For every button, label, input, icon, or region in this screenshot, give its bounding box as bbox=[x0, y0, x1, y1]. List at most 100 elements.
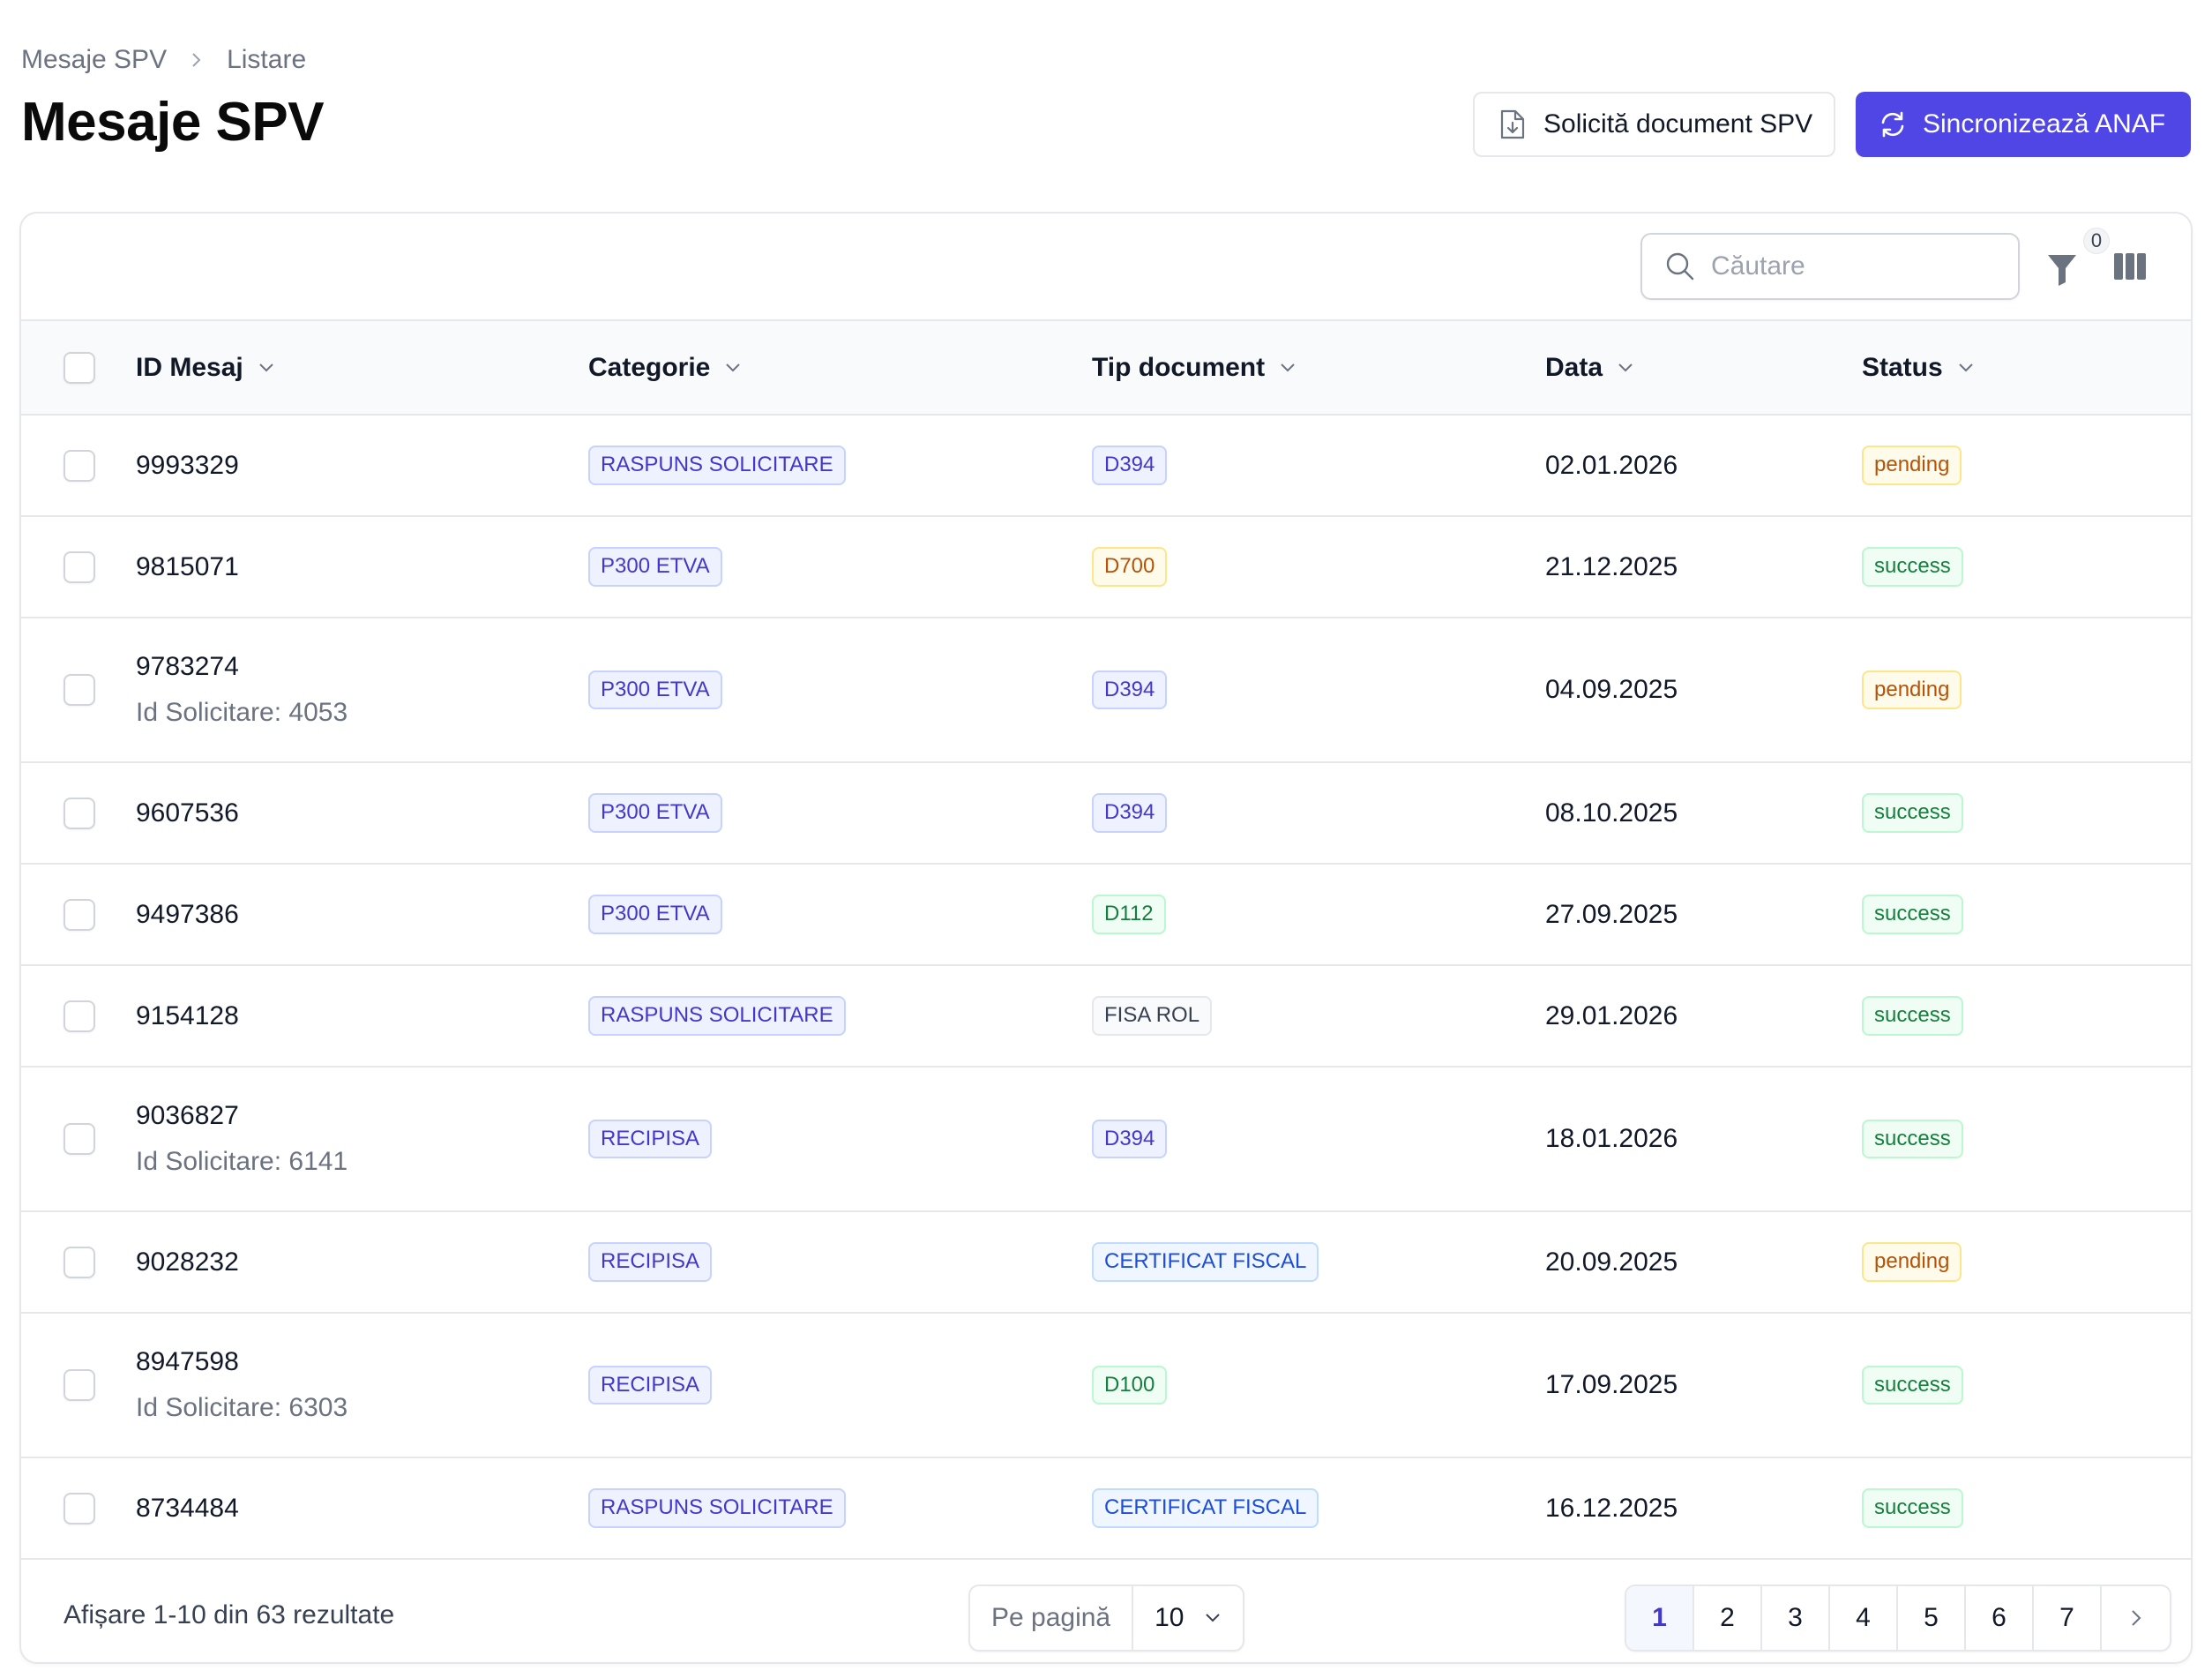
sync-anaf-label: Sincronizează ANAF bbox=[1923, 109, 2166, 139]
row-select-cell bbox=[21, 965, 136, 1067]
page-button-5[interactable]: 5 bbox=[1898, 1586, 1966, 1650]
doc-type-badge: D100 bbox=[1092, 1365, 1168, 1405]
category-cell: P300 ETVA bbox=[588, 516, 1092, 618]
date-cell: 27.09.2025 bbox=[1545, 864, 1862, 965]
status-badge: pending bbox=[1862, 670, 1962, 710]
page-button-7[interactable]: 7 bbox=[2034, 1586, 2102, 1650]
status-cell: success bbox=[1862, 864, 2191, 965]
status-badge: success bbox=[1862, 895, 1963, 934]
request-document-label: Solicită document SPV bbox=[1543, 109, 1813, 139]
row-checkbox[interactable] bbox=[64, 449, 95, 482]
category-badge: P300 ETVA bbox=[588, 793, 722, 833]
sync-anaf-button[interactable]: Sincronizează ANAF bbox=[1856, 92, 2191, 157]
category-badge: P300 ETVA bbox=[588, 670, 722, 710]
table-row[interactable]: 9028232 RECIPISA CERTIFICAT FISCAL 20.09.20… bbox=[21, 1211, 2191, 1313]
row-checkbox[interactable] bbox=[64, 1246, 95, 1278]
chevron-right-icon bbox=[190, 51, 204, 69]
category-badge: RASPUNS SOLICITARE bbox=[588, 446, 846, 485]
table-row[interactable]: 9154128 RASPUNS SOLICITARE FISA ROL 29.01.2… bbox=[21, 965, 2191, 1067]
next-page-button[interactable] bbox=[2102, 1586, 2170, 1650]
category-badge: RASPUNS SOLICITARE bbox=[588, 1488, 846, 1528]
date-value: 27.09.2025 bbox=[1545, 899, 1678, 929]
table-row[interactable]: 9497386 P300 ETVA D112 27.09.2025 success bbox=[21, 864, 2191, 965]
status-cell: success bbox=[1862, 1457, 2191, 1559]
col-header-doc-type[interactable]: Tip document bbox=[1092, 321, 1545, 416]
category-cell: P300 ETVA bbox=[588, 762, 1092, 864]
filter-button[interactable] bbox=[2046, 252, 2083, 289]
category-badge: RECIPISA bbox=[588, 1242, 713, 1282]
date-cell: 18.01.2026 bbox=[1545, 1067, 1862, 1211]
col-header-id[interactable]: ID Mesaj bbox=[136, 321, 588, 416]
row-checkbox[interactable] bbox=[64, 1123, 95, 1155]
col-header-status[interactable]: Status bbox=[1862, 321, 2191, 416]
search-box[interactable] bbox=[1640, 233, 2020, 300]
request-document-button[interactable]: Solicită document SPV bbox=[1473, 92, 1835, 157]
select-all-cell bbox=[21, 321, 136, 416]
select-all-checkbox[interactable] bbox=[64, 351, 95, 384]
breadcrumb-root[interactable]: Mesaje SPV bbox=[21, 45, 168, 74]
row-checkbox[interactable] bbox=[64, 674, 95, 706]
table-row[interactable]: 9607536 P300 ETVA D394 08.10.2025 success bbox=[21, 762, 2191, 864]
message-id: 9036827 bbox=[136, 1101, 239, 1130]
columns-icon bbox=[2114, 253, 2146, 280]
date-cell: 17.09.2025 bbox=[1545, 1313, 1862, 1457]
status-badge: success bbox=[1862, 996, 1963, 1036]
status-badge: success bbox=[1862, 547, 1963, 587]
status-cell: success bbox=[1862, 1067, 2191, 1211]
table-row[interactable]: 8734484 RASPUNS SOLICITARE CERTIFICAT FISC… bbox=[21, 1457, 2191, 1559]
row-select-cell bbox=[21, 1211, 136, 1313]
table-footer: Afișare 1-10 din 63 rezultate Pe pagină … bbox=[21, 1563, 2191, 1662]
date-cell: 20.09.2025 bbox=[1545, 1211, 1862, 1313]
col-header-category[interactable]: Categorie bbox=[588, 321, 1092, 416]
chevron-down-icon bbox=[1281, 363, 1295, 371]
message-id-cell: 9815071 bbox=[136, 516, 588, 618]
search-input[interactable] bbox=[1711, 251, 2002, 281]
message-id: 9783274 bbox=[136, 652, 239, 681]
page-button-4[interactable]: 4 bbox=[1830, 1586, 1898, 1650]
search-icon bbox=[1666, 252, 1694, 281]
message-id-cell: 9497386 bbox=[136, 864, 588, 965]
doc-type-cell: CERTIFICAT FISCAL bbox=[1092, 1211, 1545, 1313]
category-cell: RECIPISA bbox=[588, 1211, 1092, 1313]
message-id-cell: 9036827 Id Solicitare: 6141 bbox=[136, 1067, 588, 1211]
row-checkbox[interactable] bbox=[64, 1000, 95, 1032]
doc-type-badge: D112 bbox=[1092, 895, 1166, 934]
doc-type-cell: D700 bbox=[1092, 516, 1545, 618]
doc-type-badge: D394 bbox=[1092, 446, 1168, 485]
row-checkbox[interactable] bbox=[64, 1492, 95, 1524]
table-row[interactable]: 8947598 Id Solicitare: 6303 RECIPISA D100 17… bbox=[21, 1313, 2191, 1457]
columns-toggle-button[interactable] bbox=[2113, 252, 2150, 289]
col-header-date[interactable]: Data bbox=[1545, 321, 1862, 416]
page-title: Mesaje SPV bbox=[21, 92, 325, 153]
row-checkbox[interactable] bbox=[64, 551, 95, 583]
table-row[interactable]: 9036827 Id Solicitare: 6141 RECIPISA D394 18… bbox=[21, 1067, 2191, 1211]
date-value: 21.12.2025 bbox=[1545, 551, 1678, 581]
page-button-2[interactable]: 2 bbox=[1694, 1586, 1762, 1650]
status-badge: pending bbox=[1862, 446, 1962, 485]
date-value: 08.10.2025 bbox=[1545, 798, 1678, 828]
doc-type-badge: CERTIFICAT FISCAL bbox=[1092, 1242, 1319, 1282]
table-row[interactable]: 9993329 RASPUNS SOLICITARE D394 02.01.2026 p… bbox=[21, 415, 2191, 516]
per-page-value[interactable]: 10 bbox=[1133, 1586, 1242, 1650]
date-value: 04.09.2025 bbox=[1545, 675, 1678, 704]
date-cell: 16.12.2025 bbox=[1545, 1457, 1862, 1559]
page-button-3[interactable]: 3 bbox=[1762, 1586, 1830, 1650]
row-checkbox[interactable] bbox=[64, 898, 95, 931]
page-button-1[interactable]: 1 bbox=[1626, 1586, 1694, 1650]
per-page-value-text: 10 bbox=[1155, 1603, 1184, 1632]
col-header-id-label: ID Mesaj bbox=[136, 352, 243, 382]
row-checkbox[interactable] bbox=[64, 1369, 95, 1401]
request-id: Id Solicitare: 6141 bbox=[136, 1147, 348, 1176]
col-header-category-label: Categorie bbox=[588, 352, 711, 382]
page-button-6[interactable]: 6 bbox=[1966, 1586, 2034, 1650]
message-id: 8734484 bbox=[136, 1493, 239, 1523]
category-badge: P300 ETVA bbox=[588, 547, 722, 587]
per-page-select[interactable]: Pe pagină 10 bbox=[968, 1584, 1244, 1652]
col-header-status-label: Status bbox=[1862, 352, 1943, 382]
row-checkbox[interactable] bbox=[64, 797, 95, 829]
table-row[interactable]: 9815071 P300 ETVA D700 21.12.2025 success bbox=[21, 516, 2191, 618]
table-row[interactable]: 9783274 Id Solicitare: 4053 P300 ETVA D394 0… bbox=[21, 618, 2191, 762]
doc-type-badge: D394 bbox=[1092, 793, 1168, 833]
status-cell: success bbox=[1862, 516, 2191, 618]
category-cell: RECIPISA bbox=[588, 1313, 1092, 1457]
